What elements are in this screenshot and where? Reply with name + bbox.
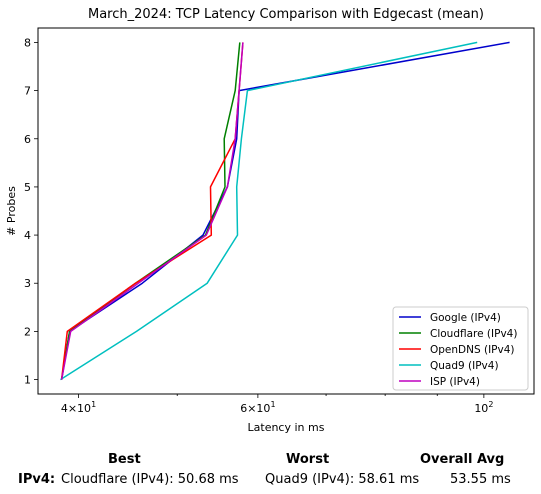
legend-box [392, 306, 529, 391]
series-line-quad9-ipv4 [59, 41, 478, 381]
y-tick-label: 6 [24, 133, 31, 146]
legend: Google (IPv4) Cloudflare (IPv4) OpenDNS (I… [392, 306, 529, 391]
legend-label: OpenDNS (IPv4) [430, 344, 515, 356]
overall-avg-value: 53.55 ms [450, 472, 511, 487]
x-tick-label: 6×101 [240, 400, 275, 415]
legend-label: Quad9 (IPv4) [430, 360, 499, 372]
series-line-cloudflare-ipv4 [60, 42, 241, 380]
legend-label: Google (IPv4) [430, 312, 501, 324]
x-axis-label: Latency in ms [248, 421, 325, 434]
best-header: Best [108, 452, 141, 467]
plot-frame [37, 27, 535, 395]
y-axis-label: # Probes [5, 186, 18, 236]
y-tick-label: 5 [24, 181, 31, 194]
x-tick-label: 4×101 [61, 400, 96, 415]
latency-chart: March_2024: TCP Latency Comparison with … [5, 7, 535, 434]
worst-value: Quad9 (IPv4): 58.61 ms [265, 472, 420, 487]
y-tick-label: 1 [24, 374, 31, 387]
legend-label: ISP (IPv4) [430, 376, 480, 388]
y-tick-label: 2 [24, 325, 31, 338]
chart-title: March_2024: TCP Latency Comparison with … [88, 7, 484, 22]
series-line-isp-ipv4 [60, 42, 244, 380]
y-tick-label: 3 [24, 277, 31, 290]
y-tick-label: 4 [24, 229, 31, 242]
x-tick-label: 102 [474, 400, 493, 415]
overall-avg-header: Overall Avg [420, 452, 505, 467]
worst-header: Worst [286, 452, 330, 467]
y-tick-label: 8 [24, 36, 31, 49]
y-tick-label: 7 [24, 85, 31, 98]
row-label: IPv4: [18, 472, 56, 487]
summary-table: Best Worst Overall Avg IPv4: Cloudflare … [0, 446, 541, 494]
best-value: Cloudflare (IPv4): 50.68 ms [61, 472, 239, 487]
legend-label: Cloudflare (IPv4) [430, 328, 517, 340]
